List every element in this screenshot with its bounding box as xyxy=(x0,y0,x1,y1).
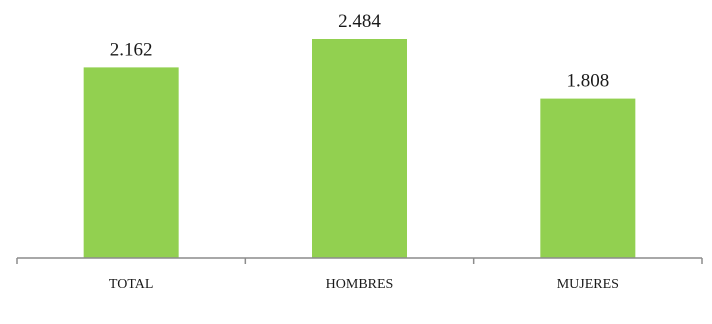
bars-group xyxy=(83,39,636,259)
bar-hombres xyxy=(312,39,407,258)
value-labels-group: 2.162 2.484 1.808 xyxy=(110,11,609,92)
bar-mujeres xyxy=(540,98,636,259)
value-label-total: 2.162 xyxy=(110,39,153,60)
category-label-hombres: HOMBRES xyxy=(326,277,394,292)
category-labels-group: TOTAL HOMBRES MUJERES xyxy=(109,277,619,292)
x-axis-ticks xyxy=(16,258,703,264)
category-label-mujeres: MUJERES xyxy=(557,277,619,292)
value-label-mujeres: 1.808 xyxy=(566,71,609,92)
bar-total xyxy=(83,67,179,258)
category-label-total: TOTAL xyxy=(109,277,154,292)
value-label-hombres: 2.484 xyxy=(338,11,381,32)
